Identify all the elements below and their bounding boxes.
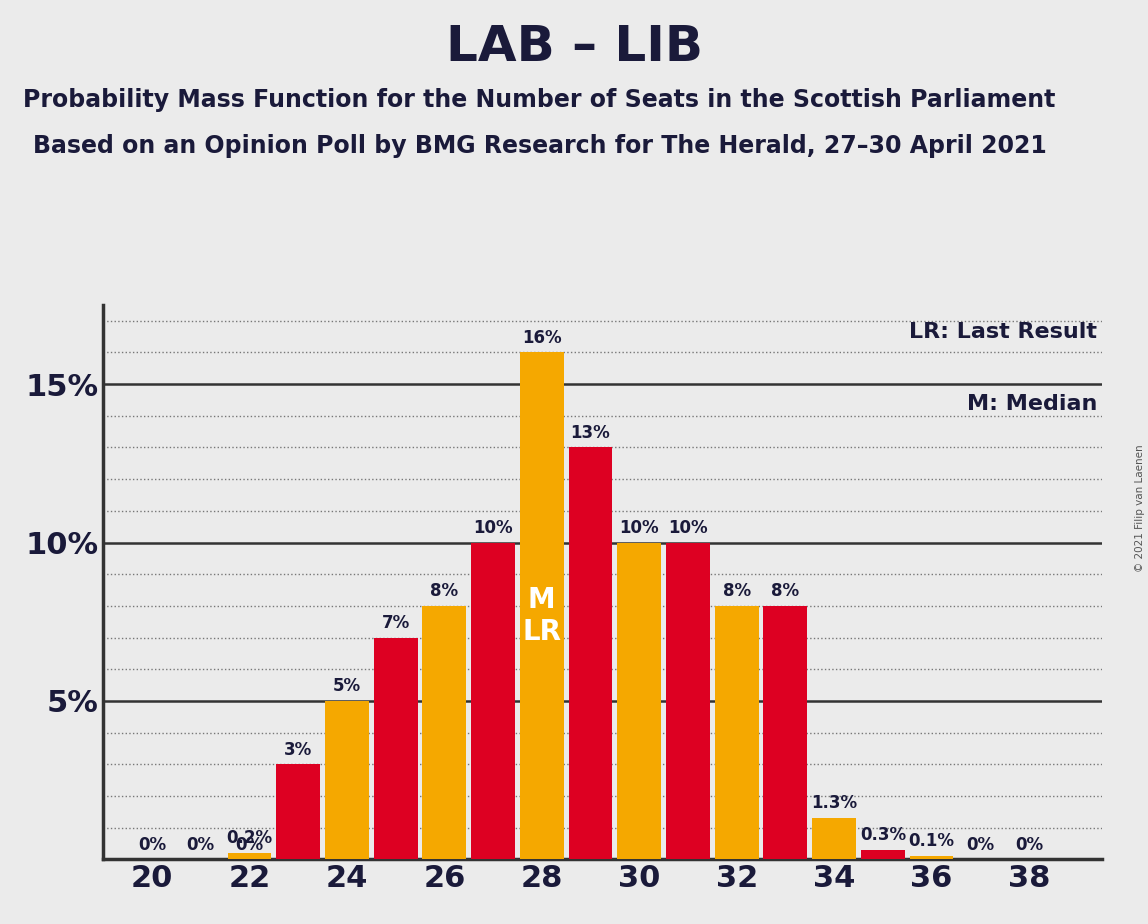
Text: 0%: 0%: [1015, 835, 1044, 854]
Bar: [763, 606, 807, 859]
Text: 10%: 10%: [668, 518, 708, 537]
Text: 1.3%: 1.3%: [810, 795, 858, 812]
Text: M: Median: M: Median: [967, 394, 1097, 414]
Text: 10%: 10%: [620, 518, 659, 537]
Bar: [277, 764, 320, 859]
Bar: [666, 542, 709, 859]
Bar: [909, 857, 954, 859]
Bar: [520, 352, 564, 859]
Bar: [861, 850, 905, 859]
Text: 10%: 10%: [473, 518, 513, 537]
Bar: [715, 606, 759, 859]
Text: 8%: 8%: [722, 582, 751, 601]
Text: 0%: 0%: [187, 835, 215, 854]
Text: © 2021 Filip van Laenen: © 2021 Filip van Laenen: [1135, 444, 1145, 572]
Text: 8%: 8%: [430, 582, 458, 601]
Text: 0.2%: 0.2%: [226, 829, 272, 847]
Text: 0%: 0%: [138, 835, 166, 854]
Bar: [812, 818, 856, 859]
Bar: [568, 447, 612, 859]
Text: 13%: 13%: [571, 424, 611, 442]
Text: Probability Mass Function for the Number of Seats in the Scottish Parliament: Probability Mass Function for the Number…: [23, 88, 1056, 112]
Text: 7%: 7%: [381, 614, 410, 632]
Bar: [325, 701, 369, 859]
Text: M
LR: M LR: [522, 586, 561, 646]
Text: 5%: 5%: [333, 677, 360, 695]
Bar: [422, 606, 466, 859]
Text: 0%: 0%: [967, 835, 994, 854]
Text: LAB – LIB: LAB – LIB: [445, 23, 703, 71]
Bar: [374, 638, 418, 859]
Text: LR: Last Result: LR: Last Result: [909, 322, 1097, 342]
Text: 8%: 8%: [771, 582, 799, 601]
Text: Based on an Opinion Poll by BMG Research for The Herald, 27–30 April 2021: Based on an Opinion Poll by BMG Research…: [32, 134, 1047, 158]
Text: 0.1%: 0.1%: [908, 833, 954, 850]
Text: 3%: 3%: [284, 740, 312, 759]
Bar: [471, 542, 515, 859]
Text: 0.3%: 0.3%: [860, 826, 906, 845]
Bar: [618, 542, 661, 859]
Text: 0%: 0%: [235, 835, 264, 854]
Text: 16%: 16%: [522, 329, 561, 346]
Bar: [227, 853, 271, 859]
